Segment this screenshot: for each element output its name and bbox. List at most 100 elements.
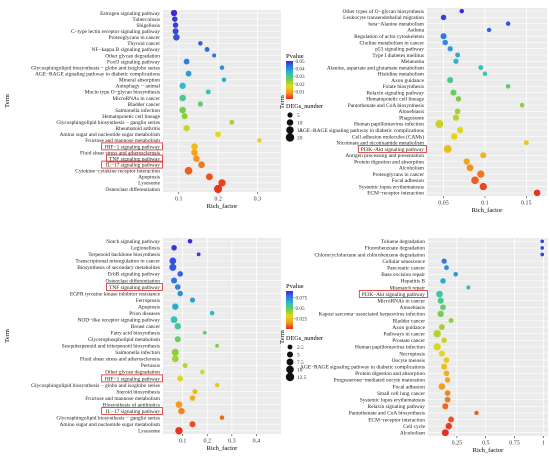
data-point xyxy=(219,65,225,70)
data-point xyxy=(179,94,186,102)
term-label: Fluid shear stress and atherosclerosis xyxy=(80,150,160,156)
data-point xyxy=(441,337,447,344)
term-label: Alcoholism xyxy=(400,431,426,437)
data-point xyxy=(444,377,451,383)
data-point xyxy=(177,271,184,277)
term-label: Nicotinate and nicotinamide metabolism xyxy=(336,141,424,147)
x-tick-label: 0.15 xyxy=(521,201,532,207)
data-point xyxy=(480,152,487,159)
data-point xyxy=(178,407,185,415)
data-point xyxy=(205,89,211,95)
data-point xyxy=(189,297,196,303)
data-point xyxy=(171,244,177,251)
term-label: Oocyte meiosis xyxy=(392,358,425,364)
term-label: Systemic lupus erythematosus xyxy=(360,398,425,404)
data-point xyxy=(214,382,220,388)
data-point xyxy=(455,52,461,58)
y-axis-title: Term xyxy=(4,329,11,343)
term-label: Ferroptosis xyxy=(136,298,160,304)
term-label: Toluene degradation xyxy=(381,239,425,245)
term-label: Glycosphingolipid biosynthesis − globo a… xyxy=(31,65,160,71)
size-legend-label: 10 xyxy=(297,368,303,374)
term-label: Base excision repair xyxy=(381,272,425,278)
size-legend-label: 2.5 xyxy=(297,345,304,351)
pvalue-colorbar xyxy=(286,61,293,99)
data-point xyxy=(181,113,188,120)
term-label: Pathways in cancer xyxy=(383,332,425,338)
term-label: p53 signaling pathway xyxy=(375,47,424,53)
term-label: ECM−receptor interaction xyxy=(367,191,424,197)
term-label: Cell cycle xyxy=(403,424,425,430)
x-tick-label: 0.1 xyxy=(481,201,489,207)
data-point xyxy=(169,263,177,271)
term-label: Legionellosis xyxy=(131,246,160,252)
data-point xyxy=(170,9,178,17)
term-label: Proteoglycans in cancer xyxy=(109,35,161,41)
data-point xyxy=(184,166,193,175)
colorbar-tick-label: 0.01 xyxy=(296,89,305,95)
data-point xyxy=(436,290,443,298)
data-point xyxy=(209,310,215,316)
term-label: Mineral absorption xyxy=(119,78,160,84)
term-label: AGE−RAGE signaling pathway in diabetic c… xyxy=(35,72,160,78)
term-label: PI3K−Akt signaling pathway xyxy=(361,147,425,153)
data-point xyxy=(183,125,190,132)
data-point xyxy=(177,375,184,382)
term-label: Phagosome xyxy=(399,115,424,121)
term-label: IL−17 signaling pathway xyxy=(106,163,161,169)
term-label: TNF signaling pathway xyxy=(109,156,160,162)
data-point xyxy=(448,318,454,323)
data-point xyxy=(443,145,452,153)
data-point xyxy=(183,58,190,65)
term-label: Biosynthesis of antibiotics xyxy=(103,401,160,408)
x-tick-label: 0.2 xyxy=(214,197,222,203)
data-point xyxy=(215,343,219,348)
term-label: Transcriptional misregulation in cancer xyxy=(75,259,160,265)
term-label: Bladder cancer xyxy=(393,318,426,324)
data-point xyxy=(191,143,198,150)
term-label: NF−kappa B signaling pathway xyxy=(92,47,161,53)
data-point xyxy=(204,47,210,52)
size-legend-dot xyxy=(286,126,294,134)
term-label: Melanoma xyxy=(401,59,425,65)
y-axis-title: Term xyxy=(4,94,11,108)
term-label: Focal adhesion xyxy=(392,178,425,184)
term-label: Choline metabolism in cancer xyxy=(359,40,424,46)
term-label: beta−Alanine metabolism xyxy=(368,21,424,27)
data-point xyxy=(438,350,445,357)
x-tick-label: 0.4 xyxy=(253,439,261,445)
data-point xyxy=(198,161,205,169)
data-point xyxy=(438,383,446,390)
x-axis-title: Rich_factor xyxy=(207,445,239,452)
colorbar-tick-label: 0.025 xyxy=(296,316,308,322)
y-axis-title: Term xyxy=(279,330,286,344)
data-point xyxy=(438,324,445,331)
term-label: Hematopoietic cell lineage xyxy=(102,114,160,120)
colorbar-tick-label: 0.075 xyxy=(296,295,308,301)
pvalue-colorbar xyxy=(286,291,293,329)
data-point xyxy=(205,173,213,181)
data-point xyxy=(179,82,186,89)
term-label: Regulation of actin cytoskeleton xyxy=(354,33,424,40)
term-label: AGE−RAGE signaling pathway in diabetic c… xyxy=(299,128,424,134)
highlight-box xyxy=(101,142,163,151)
term-label: Osteoclast differentiation xyxy=(105,277,160,284)
panel-a: Estrogen signaling pathwayTuberculosisSh… xyxy=(4,9,323,210)
term-label: Prion diseases xyxy=(129,311,160,317)
term-label: Protein digestion and absorption xyxy=(354,159,424,165)
pvalue-legend-title: Pvalue xyxy=(286,53,304,60)
size-legend-label: 12.5 xyxy=(297,375,307,381)
data-point xyxy=(435,119,444,128)
data-point xyxy=(212,53,217,58)
size-legend-label: 20 xyxy=(297,136,303,142)
highlight-box xyxy=(357,144,427,153)
data-point xyxy=(471,176,479,185)
highlight-box xyxy=(106,283,163,291)
data-point xyxy=(175,427,183,435)
highlight-box xyxy=(101,374,163,383)
term-label: Axon guidance xyxy=(391,78,424,84)
term-label: Small cell lung cancer xyxy=(377,391,425,397)
data-point xyxy=(440,304,446,311)
